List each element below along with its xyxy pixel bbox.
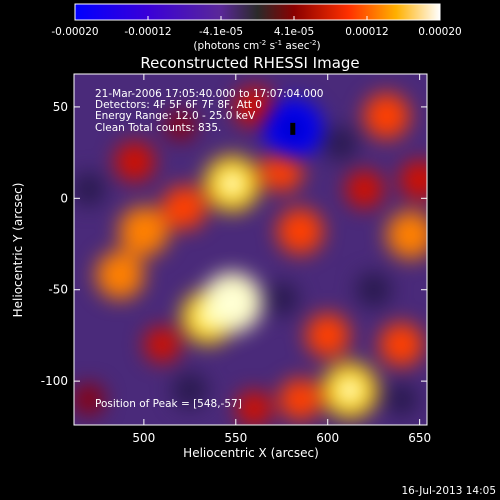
negative-source xyxy=(74,172,106,207)
negative-source xyxy=(264,281,299,316)
colorbar-tick-label: -0.00020 xyxy=(51,26,98,38)
info-line-detectors: Detectors: 4F 5F 6F 7F 8F, Att 0 xyxy=(95,99,262,111)
x-tick-label: 650 xyxy=(408,431,431,445)
source-core xyxy=(219,171,245,197)
colorbar xyxy=(74,3,441,21)
x-tick-label: 500 xyxy=(132,431,155,445)
x-tick-label: 600 xyxy=(316,431,339,445)
source-core xyxy=(218,289,246,317)
negative-source xyxy=(355,271,392,308)
emission-source xyxy=(277,208,324,255)
emission-source xyxy=(95,251,144,300)
colorbar-tick-label: 4.1e-05 xyxy=(274,26,314,38)
emission-source xyxy=(399,160,427,201)
x-tick-label: 550 xyxy=(224,431,247,445)
emission-source xyxy=(162,185,207,230)
negative-source xyxy=(323,126,358,161)
colorbar-units-label: (photons cm-2 s-1 asec-2) xyxy=(193,39,320,52)
emission-source xyxy=(118,206,169,257)
colorbar-ticks: -0.00020 -0.00012 -4.1e-05 4.1e-05 0.00012 0.… xyxy=(51,16,462,38)
emission-source xyxy=(236,390,273,425)
emission-source xyxy=(165,110,196,141)
x-axis-label: Heliocentric X (arcsec) xyxy=(183,446,319,460)
colorbar-tick-label: 0.00020 xyxy=(418,26,461,38)
colorbar-tick-label: 0.00012 xyxy=(345,26,388,38)
emission-source xyxy=(74,383,105,416)
emission-source xyxy=(144,326,181,363)
y-tick-label: 0 xyxy=(60,191,68,205)
emission-source xyxy=(279,378,322,421)
negative-source xyxy=(171,372,208,409)
emission-source xyxy=(379,322,424,367)
y-tick-label: -100 xyxy=(41,374,68,388)
image-area xyxy=(74,74,427,425)
emission-source xyxy=(386,210,427,259)
colorbar-tick-label: -0.00012 xyxy=(124,26,171,38)
source-core xyxy=(337,377,363,403)
info-text: 21-Mar-2006 17:05:40.000 to 17:07:04.000… xyxy=(95,88,323,134)
emission-source xyxy=(305,313,350,358)
emission-source xyxy=(363,93,410,140)
emission-source xyxy=(260,149,303,192)
chart-title: Reconstructed RHESSI Image xyxy=(140,54,359,72)
timestamp: 16-Jul-2013 14:05 xyxy=(401,485,496,497)
minimum-core xyxy=(290,122,296,135)
colorbar-tick-label: -4.1e-05 xyxy=(199,26,243,38)
info-line-time: 21-Mar-2006 17:05:40.000 to 17:07:04.000 xyxy=(95,88,323,100)
plot-frame xyxy=(73,73,428,426)
y-tick-label: -50 xyxy=(48,283,68,297)
y-tick-label: 50 xyxy=(53,100,68,114)
peak-position-label: Position of Peak = [548,-57] xyxy=(95,398,242,410)
negative-source xyxy=(384,382,419,417)
info-line-energy: Energy Range: 12.0 - 25.0 keV xyxy=(95,110,256,122)
emission-source xyxy=(345,170,384,209)
emission-source xyxy=(234,86,275,127)
info-line-counts: Clean Total counts: 835. xyxy=(95,122,221,134)
emission-source xyxy=(114,141,155,182)
y-axis-label: Heliocentric Y (arcsec) xyxy=(11,183,25,318)
